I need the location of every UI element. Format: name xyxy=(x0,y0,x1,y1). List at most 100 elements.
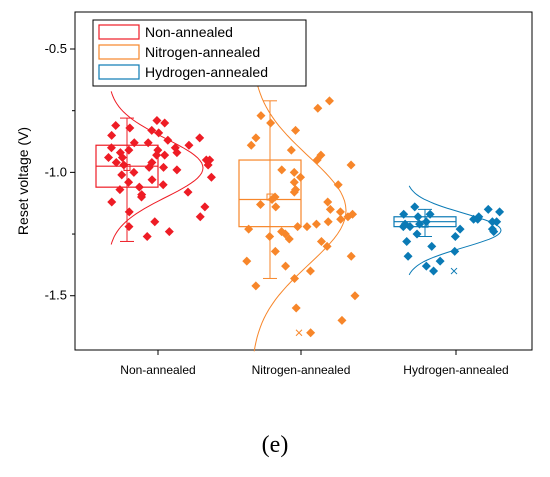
data-point xyxy=(104,153,114,163)
data-point xyxy=(290,273,300,283)
data-point xyxy=(286,145,296,155)
y-axis-label: Reset voltage (V) xyxy=(15,127,31,235)
data-point xyxy=(134,182,144,192)
data-point xyxy=(489,227,499,237)
data-point xyxy=(251,281,261,291)
data-point xyxy=(147,175,157,185)
data-point xyxy=(469,214,479,224)
series-nitrogen-annealed xyxy=(238,69,360,352)
legend-swatch xyxy=(98,44,140,60)
y-tick-label: -1.5 xyxy=(45,288,67,303)
data-point xyxy=(200,202,210,212)
data-point xyxy=(316,236,326,246)
data-point xyxy=(111,157,121,167)
box-iqr xyxy=(238,159,302,228)
data-point xyxy=(154,128,164,138)
data-point xyxy=(284,234,294,244)
data-point xyxy=(402,236,412,246)
data-point xyxy=(129,167,139,177)
data-point xyxy=(266,118,276,128)
legend-label: Non-annealed xyxy=(145,24,233,40)
data-point xyxy=(106,143,116,153)
data-point xyxy=(115,185,125,195)
data-point xyxy=(277,165,287,175)
data-point xyxy=(246,140,256,150)
y-tick-label: -0.5 xyxy=(45,41,67,56)
data-point xyxy=(244,224,254,234)
data-point xyxy=(325,204,335,214)
data-point xyxy=(343,212,353,222)
data-point xyxy=(183,187,193,197)
data-point xyxy=(172,148,182,158)
data-point xyxy=(425,209,435,219)
data-point xyxy=(412,229,422,239)
data-point xyxy=(184,140,194,150)
data-point xyxy=(124,207,134,217)
data-point xyxy=(405,222,415,232)
data-point xyxy=(124,177,134,187)
data-point xyxy=(291,125,301,135)
data-point xyxy=(107,197,117,207)
data-point xyxy=(312,155,322,165)
data-point xyxy=(450,232,460,242)
data-point xyxy=(323,217,333,227)
data-point xyxy=(242,256,252,266)
legend-frame xyxy=(92,19,307,87)
plot-area xyxy=(74,11,533,351)
data-point xyxy=(346,251,356,261)
legend: Non-annealed Nitrogen-annealed Hydrogen-an… xyxy=(92,19,307,87)
series-hydrogen-annealed xyxy=(393,185,505,276)
data-point xyxy=(413,212,423,222)
data-point xyxy=(137,192,147,202)
data-point xyxy=(335,207,345,217)
data-point xyxy=(346,160,356,170)
data-point xyxy=(421,217,431,227)
data-point xyxy=(289,177,299,187)
data-point xyxy=(124,222,134,232)
distribution-curve xyxy=(253,69,347,352)
data-point xyxy=(495,207,505,217)
data-point xyxy=(281,261,291,271)
data-point xyxy=(117,170,127,180)
outlier-marker xyxy=(450,267,458,275)
data-point xyxy=(336,214,346,224)
data-point xyxy=(160,150,170,160)
x-tick-label: Nitrogen-annealed xyxy=(252,363,351,377)
data-point xyxy=(111,120,121,130)
data-point xyxy=(195,133,205,143)
data-point xyxy=(398,222,408,232)
data-layer xyxy=(95,69,505,352)
distribution-curve xyxy=(408,185,502,276)
data-point xyxy=(323,197,333,207)
data-point xyxy=(267,195,277,205)
data-point xyxy=(119,160,129,170)
data-point xyxy=(256,111,266,121)
data-point xyxy=(305,266,315,276)
data-point xyxy=(403,251,413,261)
data-point xyxy=(144,162,154,172)
data-point xyxy=(350,291,360,301)
distribution-curve xyxy=(110,91,204,245)
data-point xyxy=(115,148,125,158)
data-point xyxy=(152,116,162,126)
data-point xyxy=(289,167,299,177)
data-point xyxy=(311,219,321,229)
data-point xyxy=(270,246,280,256)
data-point xyxy=(152,150,162,160)
data-point xyxy=(293,222,303,232)
data-point xyxy=(322,241,332,251)
data-point xyxy=(251,133,261,143)
legend-swatch xyxy=(98,24,140,40)
data-point xyxy=(487,217,497,227)
data-point xyxy=(313,103,323,113)
data-point xyxy=(415,219,425,229)
data-point xyxy=(129,138,139,148)
data-point xyxy=(306,328,316,338)
data-point xyxy=(296,172,306,182)
data-point xyxy=(107,130,117,140)
data-point xyxy=(124,145,134,155)
outlier-marker xyxy=(295,329,303,337)
data-point xyxy=(427,241,437,251)
data-point xyxy=(160,118,170,128)
data-point xyxy=(206,172,216,182)
